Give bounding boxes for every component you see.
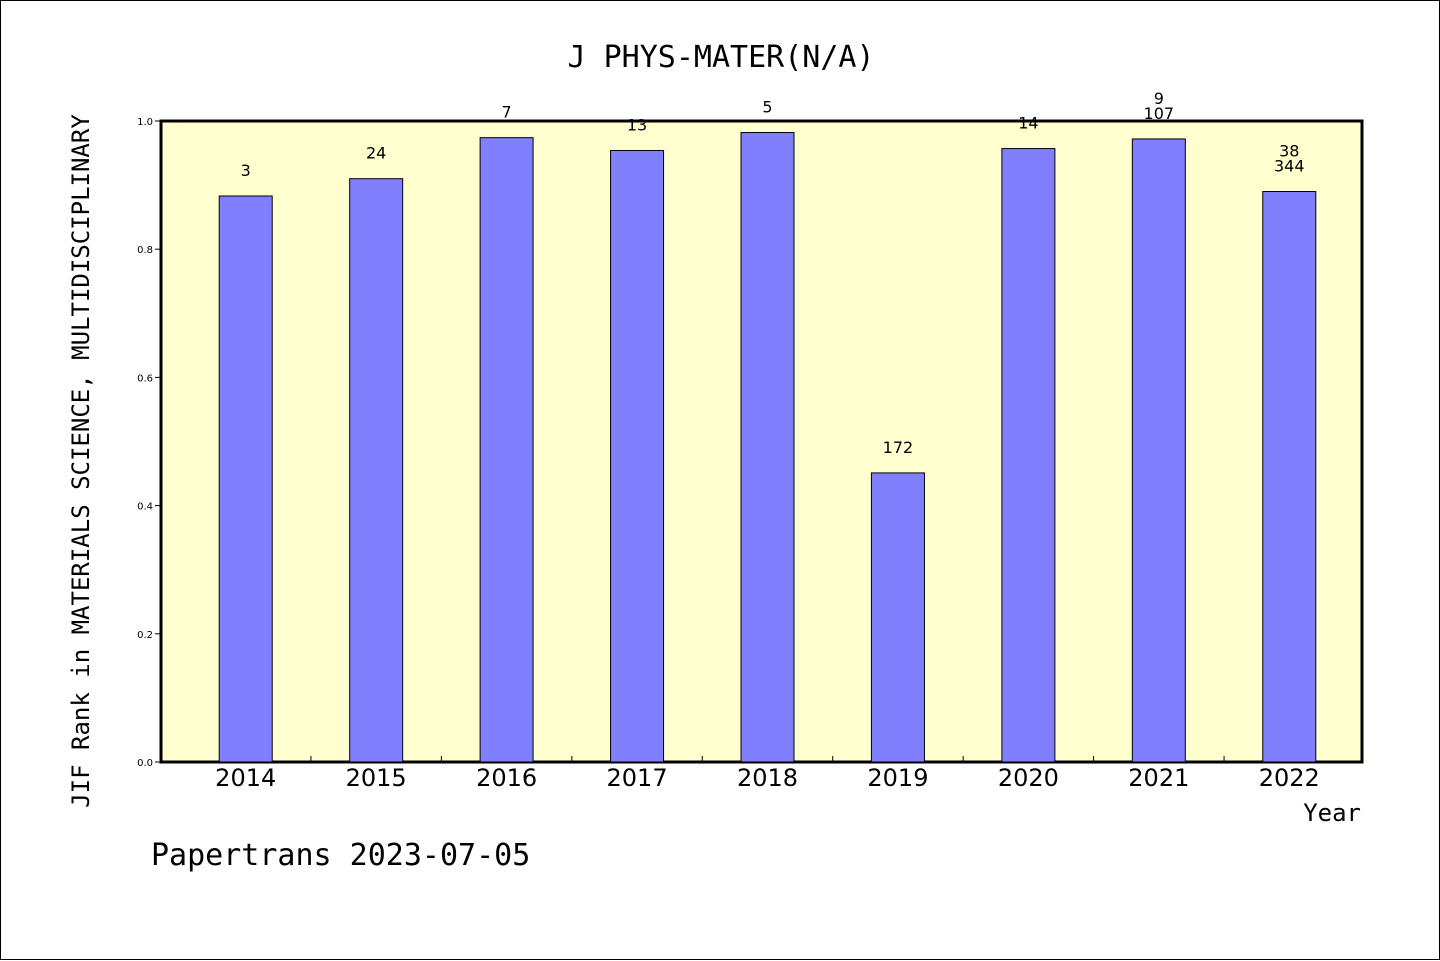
- bar-2018: [740, 132, 795, 763]
- bar-2022: [1262, 191, 1317, 763]
- bar-series: [218, 132, 1317, 763]
- data-label: 344: [1274, 157, 1305, 176]
- x-tick-label: 2020: [998, 764, 1059, 792]
- y-tick-label: 1.0: [137, 117, 153, 128]
- bar-2016: [479, 137, 534, 763]
- data-label: 24: [366, 144, 386, 163]
- bar-2017: [610, 149, 665, 763]
- x-tick-label: 2015: [346, 764, 407, 792]
- bar-2015: [349, 178, 404, 763]
- y-tick-label: 0.6: [137, 373, 153, 384]
- y-axis-label: JIF Rank in MATERIALS SCIENCE, MULTIDISC…: [67, 114, 95, 808]
- x-tick-label: 2016: [476, 764, 537, 792]
- chart-title: J PHYS-MATER(N/A): [567, 40, 874, 75]
- footer-credit: Papertrans 2023-07-05: [151, 838, 530, 873]
- y-tick-label: 0.8: [137, 245, 153, 256]
- y-axis: 0.0 0.2 0.4 0.6 0.8 1.0: [137, 117, 161, 769]
- x-tick-label: 2021: [1128, 764, 1189, 792]
- x-tick-label: 2022: [1259, 764, 1320, 792]
- y-tick-label: 0.0: [137, 758, 153, 769]
- x-tick-label: 2017: [607, 764, 668, 792]
- data-label: 14: [1018, 114, 1038, 133]
- bar-2014: [218, 195, 273, 763]
- x-axis-label: Year: [1303, 799, 1361, 827]
- x-tick-label: 2019: [867, 764, 928, 792]
- data-label: 5: [762, 98, 772, 117]
- data-label: 38: [1279, 142, 1299, 161]
- data-label: 107: [1144, 104, 1175, 123]
- data-label: 172: [883, 438, 914, 457]
- bar-2019: [870, 472, 925, 763]
- x-tick-label: 2018: [737, 764, 798, 792]
- x-axis: 2014 2015 2016 2017 2018 2019 2020 2021 2022: [215, 756, 1320, 792]
- data-label: 9: [1154, 89, 1164, 108]
- bar-2020: [1001, 148, 1056, 763]
- data-label: 3: [241, 161, 251, 180]
- data-label: 13: [627, 115, 647, 134]
- data-label: 7: [502, 103, 512, 122]
- bar-2021: [1131, 138, 1186, 763]
- x-tick-label: 2014: [215, 764, 276, 792]
- y-tick-label: 0.4: [137, 502, 153, 513]
- y-tick-label: 0.2: [137, 630, 153, 641]
